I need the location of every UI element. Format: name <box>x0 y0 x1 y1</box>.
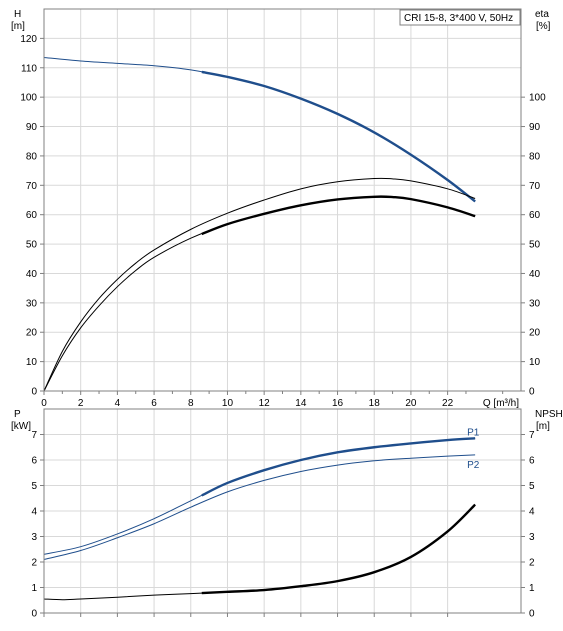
legend: CRI 15-8, 3*400 V, 50Hz <box>399 9 521 26</box>
series-0-1-operating-range <box>201 195 476 236</box>
plot-frame <box>43 8 522 392</box>
x-axis-tick-label: 0 <box>41 398 47 409</box>
right-axis-tick-label: 7 <box>529 430 535 441</box>
x-axis-label: Q [m³/h] <box>483 398 519 409</box>
right-axis-symbol: eta <box>535 9 549 20</box>
right-axis-tick-label: 2 <box>529 558 535 569</box>
left-axis-tick-label: 70 <box>26 181 38 192</box>
left-axis-tick-label: 20 <box>26 328 38 339</box>
right-axis-tick-label: 1 <box>529 583 535 594</box>
x-axis-tick-label: 2 <box>78 398 84 409</box>
x-axis-tick-label: 22 <box>442 398 454 409</box>
series-1-2-operating-range <box>201 503 476 595</box>
x-axis-tick-label: 18 <box>369 398 381 409</box>
left-axis-tick-label: 90 <box>26 122 38 133</box>
right-axis-tick-label: 70 <box>529 181 541 192</box>
right-axis-tick-label: 3 <box>529 532 535 543</box>
right-axis-tick-label: 10 <box>529 357 541 368</box>
series-label-p2: P2 <box>467 460 480 471</box>
left-axis-tick-label: 120 <box>20 34 37 45</box>
grid-layer <box>44 9 521 613</box>
curves-layer <box>43 56 476 601</box>
right-axis-tick-label: 40 <box>529 269 541 280</box>
left-axis-tick-label: 0 <box>31 609 37 620</box>
series-p1-operating-range <box>201 437 476 497</box>
legend-text: CRI 15-8, 3*400 V, 50Hz <box>404 13 513 24</box>
x-axis-tick-label: 12 <box>259 398 271 409</box>
right-axis-tick-label: 0 <box>529 609 535 620</box>
left-axis-tick-label: 30 <box>26 298 38 309</box>
legend-box <box>399 9 521 26</box>
x-axis-tick-label: 20 <box>405 398 417 409</box>
series-label-p1: P1 <box>467 427 480 438</box>
left-axis-tick-label: 5 <box>31 481 37 492</box>
right-axis-tick-label: 0 <box>529 387 535 398</box>
right-axis-unit: [m] <box>536 421 550 432</box>
left-axis-tick-label: 7 <box>31 430 37 441</box>
right-axis-tick-label: 100 <box>529 93 546 104</box>
labels-layer: 0102030405060708090100110120010203040506… <box>11 9 563 620</box>
left-axis-symbol: P <box>14 409 21 420</box>
left-axis-tick-label: 60 <box>26 210 38 221</box>
left-axis-tick-label: 6 <box>31 456 37 467</box>
left-axis-tick-label: 110 <box>21 63 37 74</box>
left-axis-tick-label: 1 <box>31 583 37 594</box>
right-axis-unit: [%] <box>536 21 551 32</box>
left-axis-symbol: H <box>14 9 21 20</box>
right-axis-tick-label: 80 <box>529 151 541 162</box>
left-axis-tick-label: 100 <box>20 93 37 104</box>
frame-layer <box>40 8 525 617</box>
left-axis-tick-label: 2 <box>31 558 37 569</box>
x-axis-tick-label: 6 <box>151 398 157 409</box>
left-axis-unit: [m] <box>11 21 25 32</box>
left-axis-tick-label: 0 <box>31 387 37 398</box>
right-axis-tick-label: 90 <box>529 122 541 133</box>
right-axis-tick-label: 4 <box>529 507 535 518</box>
x-axis-tick-label: 4 <box>115 398 121 409</box>
left-axis-tick-label: 10 <box>26 357 38 368</box>
right-axis-tick-label: 60 <box>529 210 541 221</box>
left-axis-tick-label: 3 <box>31 532 37 543</box>
series-0-0-operating-range <box>201 70 476 203</box>
x-axis-tick-label: 8 <box>188 398 194 409</box>
left-axis-tick-label: 4 <box>31 507 37 518</box>
x-axis-tick-label: 16 <box>332 398 344 409</box>
right-axis-tick-label: 5 <box>529 481 535 492</box>
x-axis-tick-label: 14 <box>295 398 307 409</box>
left-axis-tick-label: 40 <box>26 269 38 280</box>
right-axis-tick-label: 6 <box>529 456 535 467</box>
series-0-2-line <box>43 177 476 392</box>
right-axis-tick-label: 20 <box>529 328 541 339</box>
x-axis-tick-label: 10 <box>222 398 234 409</box>
right-axis-tick-label: 30 <box>529 298 541 309</box>
right-axis-tick-label: 50 <box>529 240 541 251</box>
left-axis-tick-label: 50 <box>26 240 38 251</box>
left-axis-unit: [kW] <box>11 421 31 432</box>
right-axis-symbol: NPSH <box>535 409 563 420</box>
series-p2-line <box>43 454 476 560</box>
left-axis-tick-label: 80 <box>26 151 38 162</box>
